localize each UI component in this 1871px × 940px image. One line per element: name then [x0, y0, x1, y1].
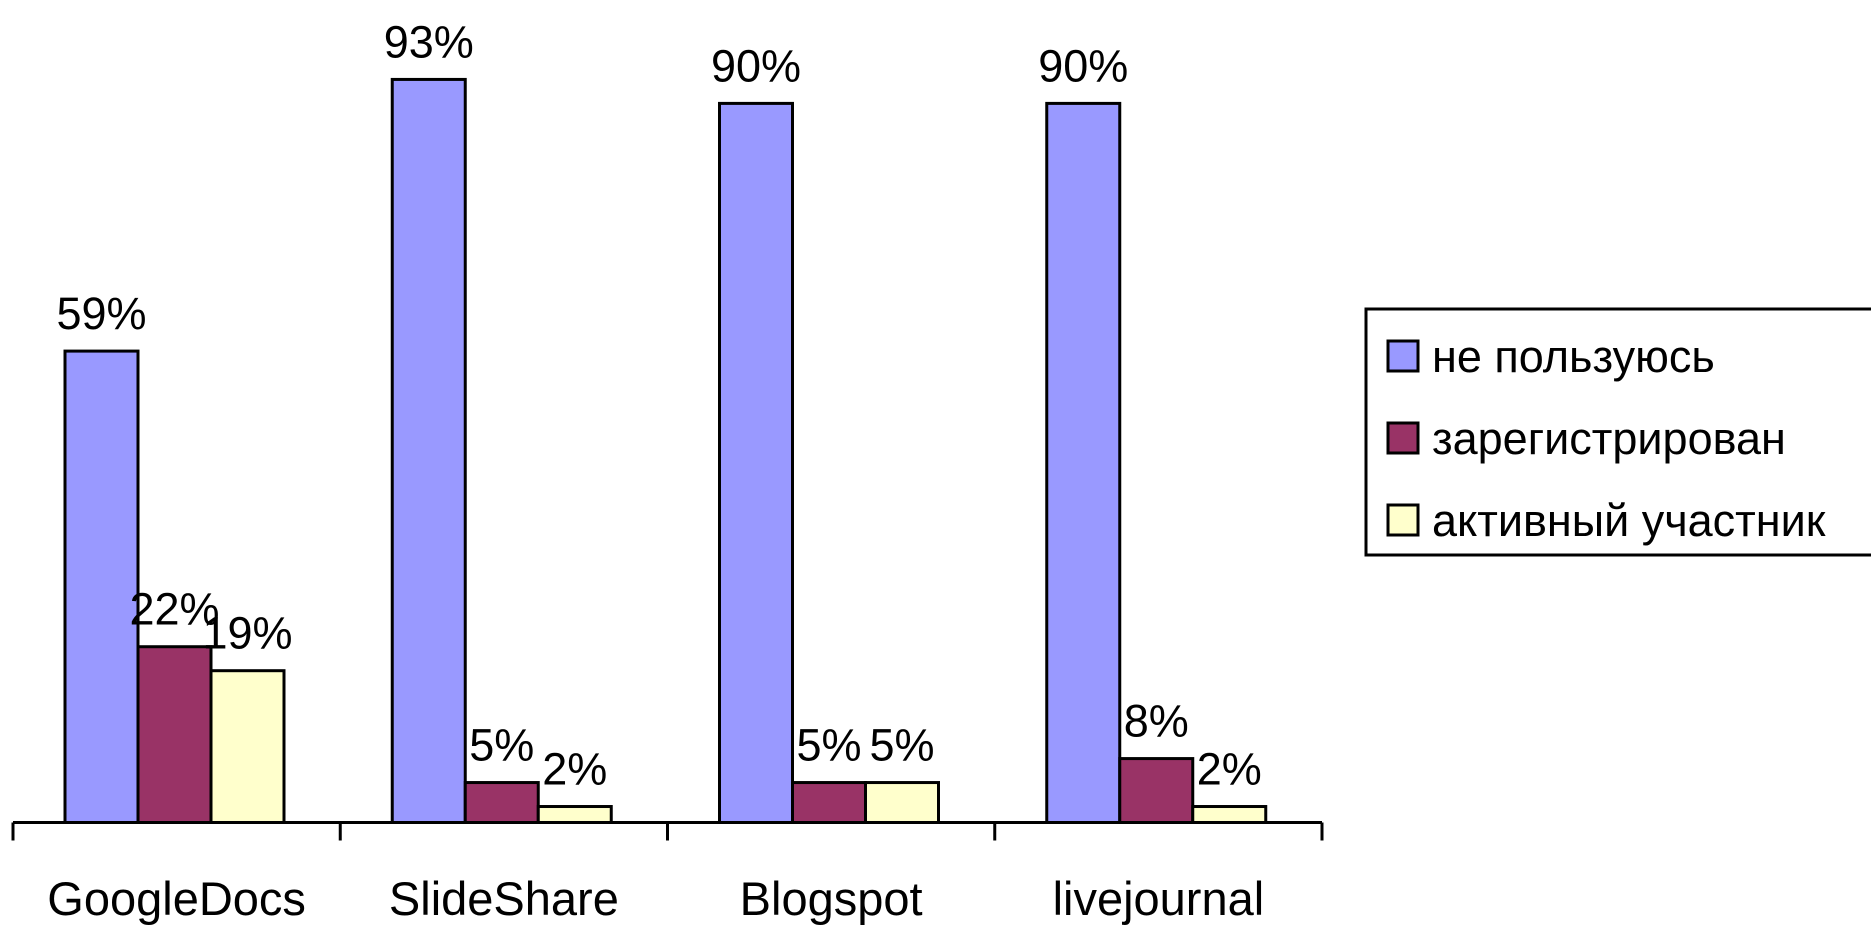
x-tick-label: SlideShare: [389, 872, 619, 925]
data-label: 5%: [869, 720, 934, 771]
x-tick-label: livejournal: [1053, 872, 1265, 925]
x-tick-label: Blogspot: [740, 872, 923, 925]
legend-swatch: [1386, 421, 1420, 455]
bar: [209, 669, 286, 824]
bar: [536, 805, 613, 825]
bar: [63, 349, 140, 824]
data-label: 90%: [1038, 40, 1128, 91]
x-tick-label: GoogleDocs: [47, 872, 306, 925]
legend-swatch: [1386, 503, 1420, 537]
legend-label: зарегистрирован: [1432, 413, 1786, 464]
legend-box: [1364, 307, 1871, 557]
data-label: 93%: [384, 16, 474, 67]
data-label: 2%: [1197, 744, 1262, 795]
bar: [390, 77, 467, 825]
bar: [1191, 805, 1268, 825]
bar: [1045, 101, 1122, 824]
bar: [864, 781, 940, 824]
data-label: 8%: [1124, 696, 1189, 747]
legend-swatch: [1386, 339, 1420, 373]
bar: [791, 781, 867, 824]
bar: [1118, 757, 1195, 825]
data-label: 59%: [56, 288, 146, 339]
data-label: 5%: [469, 720, 534, 771]
bar: [463, 781, 540, 824]
legend-label: активный участник: [1432, 495, 1826, 546]
data-label: 5%: [796, 720, 861, 771]
data-label: 90%: [711, 40, 801, 91]
data-label: 2%: [542, 744, 607, 795]
bar: [718, 101, 794, 824]
bar: [136, 645, 213, 824]
data-label: 19%: [202, 608, 292, 659]
legend-label: не пользуюсь: [1432, 331, 1715, 382]
data-label: 22%: [129, 584, 219, 635]
